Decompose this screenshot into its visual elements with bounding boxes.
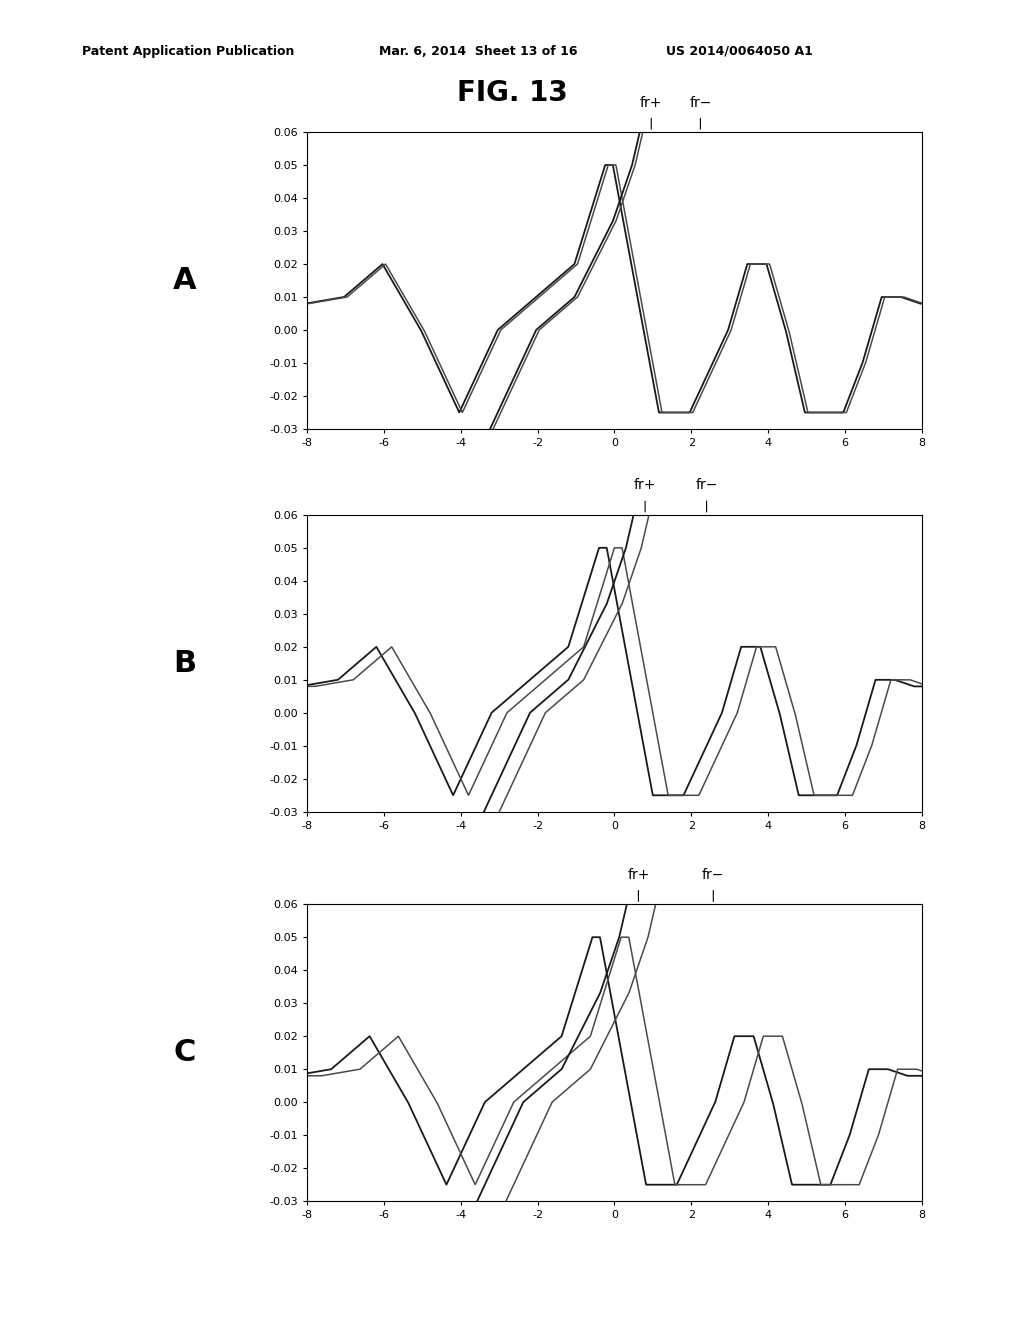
Text: fr+: fr+ bbox=[634, 478, 656, 492]
Text: fr−: fr− bbox=[702, 867, 724, 882]
Text: C: C bbox=[173, 1039, 196, 1067]
Text: US 2014/0064050 A1: US 2014/0064050 A1 bbox=[666, 45, 812, 58]
Text: B: B bbox=[173, 649, 196, 677]
Text: fr+: fr+ bbox=[628, 867, 649, 882]
Text: Patent Application Publication: Patent Application Publication bbox=[82, 45, 294, 58]
Text: Mar. 6, 2014  Sheet 13 of 16: Mar. 6, 2014 Sheet 13 of 16 bbox=[379, 45, 578, 58]
Text: fr−: fr− bbox=[689, 95, 712, 110]
Text: fr+: fr+ bbox=[640, 95, 663, 110]
Text: A: A bbox=[172, 267, 197, 294]
Text: FIG. 13: FIG. 13 bbox=[457, 79, 567, 107]
Text: fr−: fr− bbox=[695, 478, 718, 492]
